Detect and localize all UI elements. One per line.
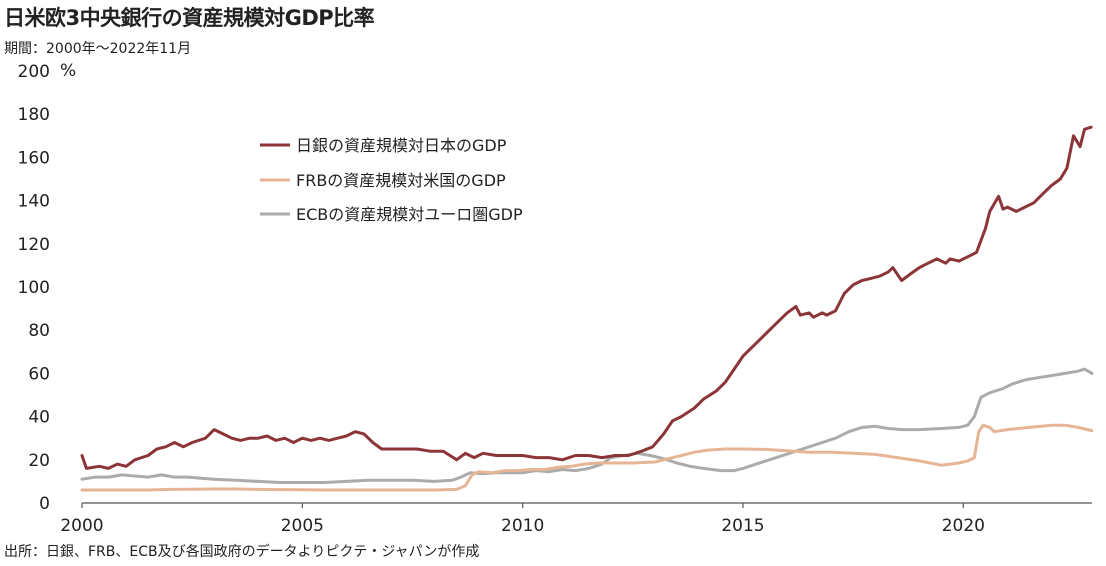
chart-subtitle: 期間：2000年～2022年11月 [4, 41, 192, 57]
y-tick-label: 20 [28, 451, 50, 471]
series-line [80, 125, 1093, 470]
y-tick-label: 120 [18, 235, 50, 255]
series-lines [80, 125, 1094, 492]
legend-label: 日銀の資産規模対日本のGDP [296, 136, 507, 155]
y-tick-label: 40 [28, 408, 50, 428]
y-tick-label: 100 [18, 278, 50, 298]
y-tick-label: 200 [18, 62, 50, 82]
chart-title: 日米欧3中央銀行の資産規模対GDP比率 [4, 6, 375, 30]
y-tick-label: 60 [28, 364, 50, 384]
y-tick-label: 0 [39, 494, 50, 514]
x-tick-label: 2010 [501, 516, 544, 536]
y-axis-ticks: 0 20 40 60 80 100 120 140 160 180 200 [18, 62, 50, 514]
legend-label: FRBの資産規模対米国のGDP [296, 171, 506, 190]
x-tick-label: 2015 [721, 516, 764, 536]
legend-label: ECBの資産規模対ユーロ圏GDP [296, 205, 523, 224]
x-tick-label: 2000 [60, 516, 103, 536]
series-line [80, 423, 1094, 492]
chart-source: 出所：日銀、FRB、ECB及び各国政府のデータよりピクテ・ジャパンが作成 [4, 544, 480, 560]
y-tick-label: 160 [18, 148, 50, 168]
legend: 日銀の資産規模対日本のGDP FRBの資産規模対米国のGDP ECBの資産規模対ユー… [260, 136, 523, 224]
y-axis-unit: % [60, 61, 76, 81]
y-tick-label: 180 [18, 105, 50, 125]
x-tick-label: 2005 [281, 516, 324, 536]
x-axis-ticks: 2000 2005 2010 2015 2020 [60, 503, 985, 536]
x-tick-label: 2020 [942, 516, 985, 536]
y-tick-label: 80 [28, 321, 50, 341]
y-tick-label: 140 [18, 192, 50, 212]
